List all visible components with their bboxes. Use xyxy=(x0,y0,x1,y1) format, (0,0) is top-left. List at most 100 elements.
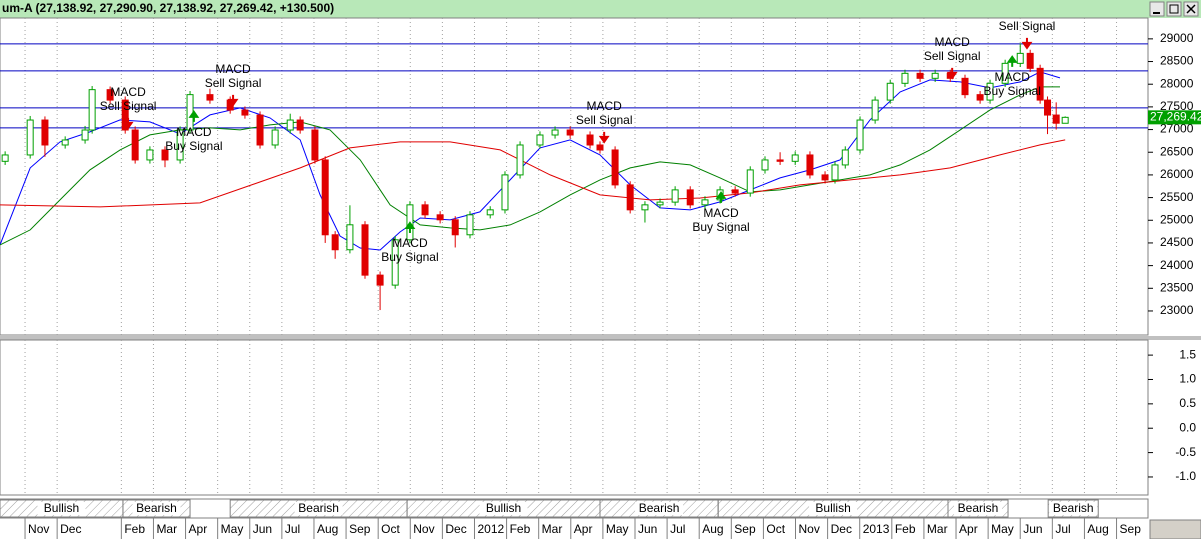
candle-body xyxy=(466,214,474,236)
candle-body xyxy=(61,139,69,146)
x-tick-label: May xyxy=(606,522,629,536)
candle-body xyxy=(611,149,619,186)
y-tick-label: 28500 xyxy=(1160,54,1194,68)
candle-body xyxy=(451,219,459,236)
candle-body xyxy=(761,159,769,171)
candle-body xyxy=(916,72,924,79)
y-tick-label: 25500 xyxy=(1160,190,1194,204)
band-label: Bearish xyxy=(958,501,999,515)
signal-arrow xyxy=(598,131,610,144)
y-tick-label: 0.0 xyxy=(1179,420,1196,434)
signal-label: MACD xyxy=(176,125,212,139)
candle-body xyxy=(206,94,214,101)
x-tick-label: Nov xyxy=(799,522,820,536)
x-tick-label: Apr xyxy=(959,522,978,536)
candle-body xyxy=(296,119,304,131)
y-tick-label: 0.5 xyxy=(1179,396,1196,410)
y-tick-label: 23000 xyxy=(1160,303,1194,317)
candle-body xyxy=(536,134,544,146)
x-tick-label: Feb xyxy=(895,522,916,536)
candle-body xyxy=(346,224,354,251)
x-tick-label: Oct xyxy=(766,522,785,536)
signal-label: Sell Signal xyxy=(100,99,157,113)
y-tick-label: 25000 xyxy=(1160,212,1194,226)
y-tick-label: 28000 xyxy=(1160,76,1194,90)
x-tick-label: Aug xyxy=(702,522,723,536)
candle-body xyxy=(626,184,634,211)
pane-separator xyxy=(0,336,1201,340)
candle-body xyxy=(271,129,279,146)
candle-body xyxy=(976,94,984,101)
candle-body xyxy=(501,174,509,211)
corner-box xyxy=(1149,519,1201,539)
y-tick-label: 1.0 xyxy=(1179,372,1196,386)
candle-body xyxy=(88,89,96,131)
candle-body xyxy=(1016,52,1024,64)
y-tick-label: -0.5 xyxy=(1175,445,1196,459)
candle-body xyxy=(586,134,594,146)
candle-body xyxy=(806,154,814,176)
candle-body xyxy=(686,189,694,206)
x-tick-label: Jun xyxy=(253,522,272,536)
x-tick-label: Nov xyxy=(413,522,434,536)
y-tick-label: 24500 xyxy=(1160,235,1194,249)
band-label-bg xyxy=(132,502,181,515)
x-tick-label: 2012 xyxy=(477,522,504,536)
candle-body xyxy=(516,144,524,176)
band-label-bg xyxy=(635,502,684,515)
title-bar xyxy=(0,0,1201,18)
candle-body xyxy=(551,129,559,136)
maximize-button[interactable] xyxy=(1166,1,1182,17)
signal-label: MACD xyxy=(587,99,623,113)
signal-label: MACD xyxy=(995,70,1031,84)
signal-label: Sell Signal xyxy=(576,113,633,127)
maximize-icon xyxy=(1169,4,1179,14)
band-label-bg xyxy=(1049,502,1098,515)
candle-body xyxy=(486,209,494,216)
candle-body xyxy=(596,144,604,151)
band-label-bg xyxy=(37,502,86,515)
candle-body xyxy=(656,201,664,206)
x-tick-label: Feb xyxy=(124,522,145,536)
y-tick-label: 1.5 xyxy=(1179,347,1196,361)
x-tick-label: Mar xyxy=(927,522,948,536)
x-tick-label: Apr xyxy=(574,522,593,536)
y-tick-label: 23500 xyxy=(1160,280,1194,294)
candle-body xyxy=(391,239,399,286)
x-tick-label: Dec xyxy=(831,522,852,536)
band-label-bg xyxy=(294,502,343,515)
close-icon xyxy=(1186,4,1196,14)
band-label: Bullish xyxy=(44,501,79,515)
candle-body xyxy=(311,129,319,161)
candle-body xyxy=(286,119,294,131)
candle-body xyxy=(701,199,709,206)
x-tick-label: Sep xyxy=(734,522,756,536)
signal-label: MACD xyxy=(110,85,146,99)
candle-body xyxy=(331,234,339,251)
x-tick-label: Oct xyxy=(381,522,400,536)
x-tick-label: Sep xyxy=(1120,522,1142,536)
signal-label: Buy Signal xyxy=(692,220,749,234)
candle-body xyxy=(26,119,34,156)
signal-label: Sell Signal xyxy=(999,19,1056,33)
signal-label: MACD xyxy=(215,62,251,76)
candle-body xyxy=(106,89,114,101)
signal-arrow xyxy=(1006,55,1018,67)
x-tick-label: Jul xyxy=(285,522,300,536)
band-label: Bearish xyxy=(298,501,339,515)
x-tick-label: Dec xyxy=(60,522,81,536)
band-label: Bullish xyxy=(815,501,850,515)
candle-body xyxy=(901,72,909,84)
candle-body xyxy=(856,119,864,151)
x-tick-label: May xyxy=(221,522,244,536)
candle-body xyxy=(41,119,49,146)
candle-body xyxy=(321,159,329,236)
x-tick-label: Sep xyxy=(349,522,371,536)
y-tick-label: 24000 xyxy=(1160,258,1194,272)
y-tick-label: 26000 xyxy=(1160,167,1194,181)
x-tick-label: 2013 xyxy=(863,522,890,536)
indicator-pane xyxy=(0,339,1149,496)
candle-body xyxy=(821,174,829,181)
signal-label: MACD xyxy=(703,206,739,220)
x-tick-label: Jun xyxy=(638,522,657,536)
